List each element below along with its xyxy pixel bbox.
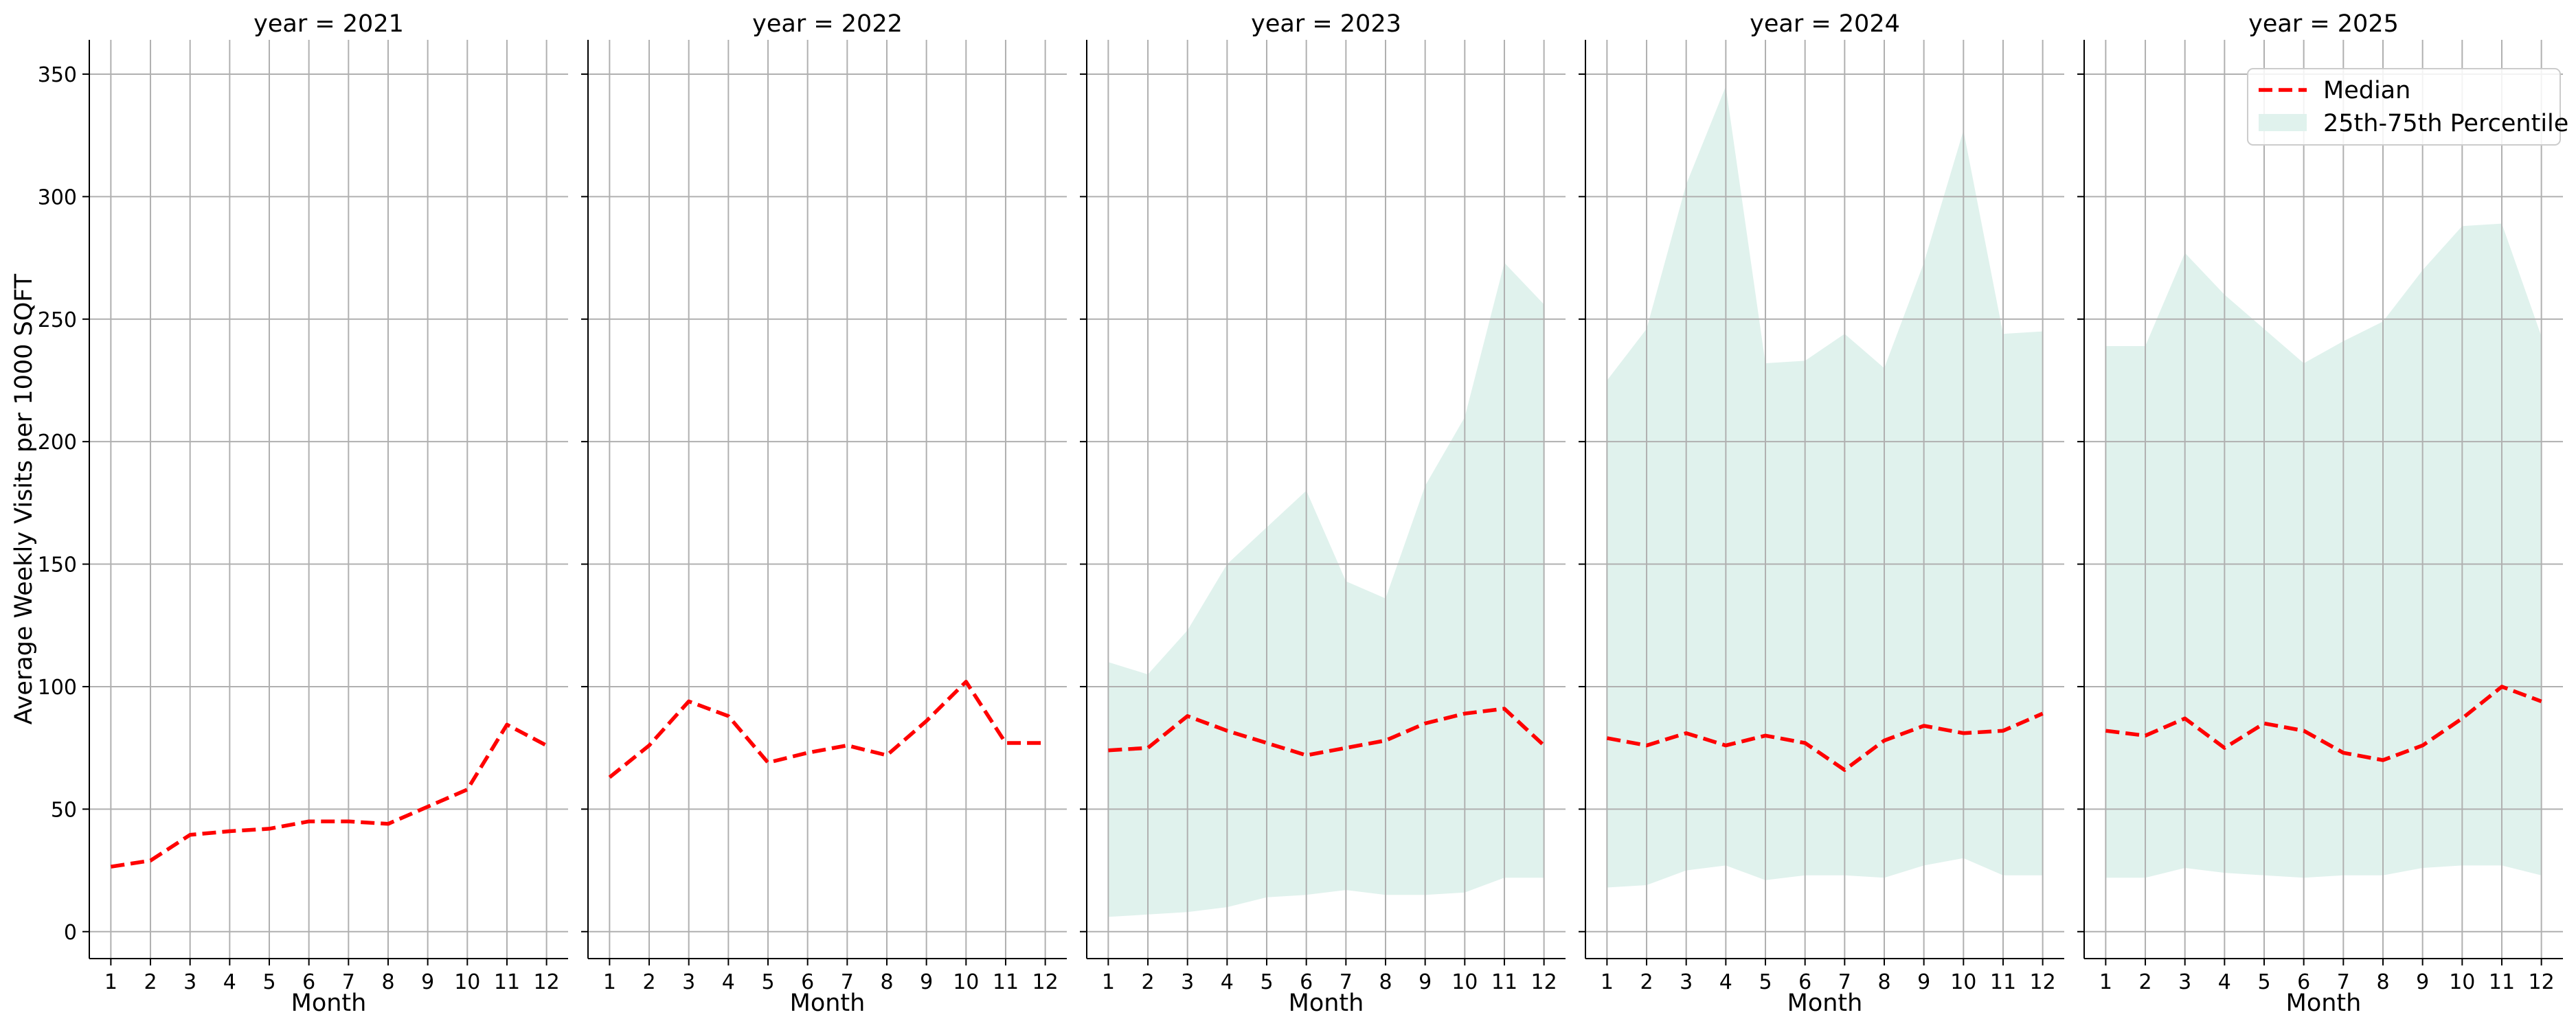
x-tick-label: 7: [342, 970, 355, 994]
x-axis-label: Month: [2286, 989, 2362, 1017]
x-tick-label: 12: [2529, 970, 2555, 994]
median-line: [608, 680, 1046, 779]
median-line: [2105, 685, 2542, 762]
median-line: [1606, 711, 2044, 772]
x-tick-label: 10: [953, 970, 979, 994]
x-tick-label: 5: [1759, 970, 1772, 994]
x-tick-label: 12: [2030, 970, 2056, 994]
x-tick-label: 1: [2099, 970, 2112, 994]
legend-band-label: 25th-75th Percentile: [2323, 110, 2568, 137]
x-tick-label: 5: [2257, 970, 2270, 994]
x-tick-label: 4: [722, 970, 735, 994]
panel-title: year = 2025: [2248, 10, 2399, 38]
x-tick-label: 6: [1300, 970, 1313, 994]
x-tick-label: 5: [262, 970, 275, 994]
y-tick-label: 200: [38, 431, 77, 455]
x-tick-label: 11: [2489, 970, 2515, 994]
x-tick-label: 2: [2138, 970, 2151, 994]
x-tick-label: 2: [1141, 970, 1154, 994]
x-tick-label: 2: [1640, 970, 1653, 994]
y-tick-label: 300: [38, 185, 77, 209]
panel-title: year = 2021: [253, 10, 404, 38]
y-tick-label: 250: [38, 308, 77, 332]
x-tick-label: 10: [1950, 970, 1976, 994]
x-tick-label: 10: [454, 970, 480, 994]
x-tick-label: 9: [421, 970, 434, 994]
x-tick-label: 6: [2297, 970, 2310, 994]
percentile-band: [1108, 262, 1544, 917]
x-tick-label: 12: [1531, 970, 1557, 994]
y-tick-label: 50: [51, 798, 77, 822]
x-tick-label: 9: [1917, 970, 1930, 994]
legend-band-swatch: [2259, 114, 2307, 131]
x-tick-label: 11: [1491, 970, 1517, 994]
panel-title: year = 2023: [1251, 10, 1401, 38]
x-tick-label: 9: [920, 970, 933, 994]
legend-box: [2247, 68, 2561, 146]
x-axis-label: Month: [291, 989, 367, 1017]
x-tick-label: 3: [1181, 970, 1194, 994]
x-tick-label: 3: [1680, 970, 1693, 994]
x-tick-label: 5: [1260, 970, 1273, 994]
x-tick-label: 7: [2337, 970, 2350, 994]
x-tick-label: 8: [1379, 970, 1392, 994]
percentile-band: [2105, 223, 2542, 878]
x-tick-label: 1: [104, 970, 117, 994]
x-axis-label: Month: [790, 989, 866, 1017]
y-axis-label: Average Weekly Visits per 1000 SQFT: [10, 273, 38, 724]
x-tick-label: 8: [2376, 970, 2389, 994]
x-tick-label: 6: [1798, 970, 1811, 994]
x-tick-label: 8: [381, 970, 394, 994]
x-tick-label: 11: [993, 970, 1019, 994]
x-tick-label: 3: [183, 970, 196, 994]
x-tick-label: 9: [1419, 970, 1432, 994]
x-tick-label: 1: [603, 970, 616, 994]
median-line: [1108, 707, 1546, 757]
x-tick-label: 5: [761, 970, 774, 994]
x-tick-label: 12: [534, 970, 560, 994]
x-tick-label: 8: [880, 970, 893, 994]
legend-median-label: Median: [2323, 77, 2410, 104]
percentile-band: [1607, 86, 2043, 888]
y-tick-label: 100: [38, 676, 77, 700]
y-tick-label: 0: [64, 921, 77, 945]
x-tick-label: 4: [1221, 970, 1234, 994]
x-axis-label: Month: [1289, 989, 1364, 1017]
x-tick-label: 2: [144, 970, 157, 994]
x-tick-label: 1: [1601, 970, 1614, 994]
x-tick-label: 9: [2416, 970, 2429, 994]
x-tick-label: 4: [2218, 970, 2231, 994]
x-tick-label: 10: [1451, 970, 1478, 994]
y-tick-label: 350: [38, 63, 77, 87]
x-tick-label: 10: [2449, 970, 2475, 994]
x-tick-label: 11: [494, 970, 520, 994]
x-tick-label: 6: [302, 970, 315, 994]
x-tick-label: 4: [223, 970, 236, 994]
x-tick-label: 11: [1990, 970, 2016, 994]
x-tick-label: 7: [1838, 970, 1851, 994]
x-tick-label: 2: [642, 970, 655, 994]
x-tick-label: 3: [2178, 970, 2191, 994]
x-tick-label: 7: [1340, 970, 1353, 994]
x-tick-label: 8: [1877, 970, 1890, 994]
x-tick-label: 7: [841, 970, 854, 994]
y-tick-label: 150: [38, 553, 77, 577]
panel-title: year = 2024: [1750, 10, 1900, 38]
x-tick-label: 12: [1032, 970, 1059, 994]
panel-title: year = 2022: [752, 10, 903, 38]
x-axis-label: Month: [1787, 989, 1863, 1017]
x-tick-label: 6: [801, 970, 814, 994]
legend: Median 25th-75th Percentile: [2247, 68, 2568, 146]
x-tick-label: 4: [1719, 970, 1732, 994]
panel-1: 1 2 3 4 5 6 7 8 9 10 11 12050100150200250300350year…: [38, 10, 568, 1017]
x-tick-label: 1: [1102, 970, 1115, 994]
median-line: [110, 722, 547, 869]
x-tick-label: 3: [682, 970, 695, 994]
